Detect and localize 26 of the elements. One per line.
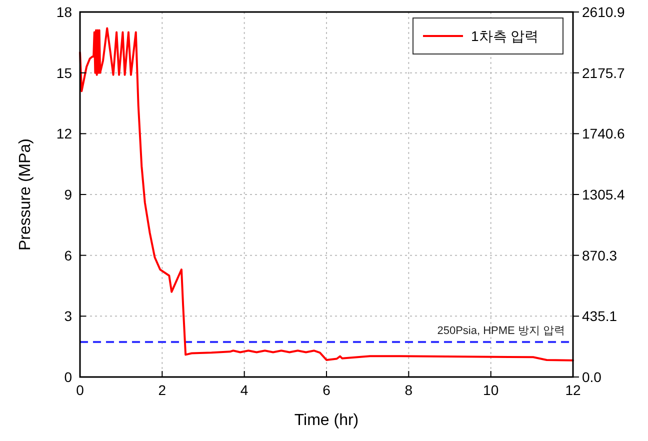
y-tick-label: 12 <box>56 126 72 142</box>
y-axis-title: Pressure (MPa) <box>17 138 34 251</box>
x-tick-label: 2 <box>158 382 166 398</box>
x-tick-label: 12 <box>565 382 581 398</box>
y2-tick-label: 870.3 <box>582 247 618 264</box>
y2-tick-label: 0.0 <box>582 369 602 385</box>
x-tick-label: 6 <box>322 382 331 398</box>
y-tick-label: 18 <box>56 4 72 20</box>
legend-label: 1차측 압력 <box>471 28 539 44</box>
y-tick-label: 15 <box>56 64 72 81</box>
y2-tick-label: 435.1 <box>582 308 618 324</box>
ref-line-label: 250Psia, HPME 방지 압력 <box>437 325 565 338</box>
y-tick-label: 3 <box>64 308 72 324</box>
x-tick-label: 10 <box>483 382 499 398</box>
y-tick-label: 0 <box>64 369 72 385</box>
x-tick-label: 0 <box>76 382 84 398</box>
x-axis-title: Time (hr) <box>294 412 359 429</box>
y2-tick-label: 1740.6 <box>582 126 626 142</box>
y-tick-label: 6 <box>64 247 72 264</box>
y-tick-label: 9 <box>64 186 72 202</box>
line-series <box>79 27 574 362</box>
x-tick-label: 4 <box>240 382 248 398</box>
x-tick-label: 8 <box>404 382 413 398</box>
y2-tick-label: 2175.7 <box>582 64 626 81</box>
y2-tick-label: 2610.9 <box>582 4 626 20</box>
y2-tick-label: 1305.4 <box>582 186 626 203</box>
